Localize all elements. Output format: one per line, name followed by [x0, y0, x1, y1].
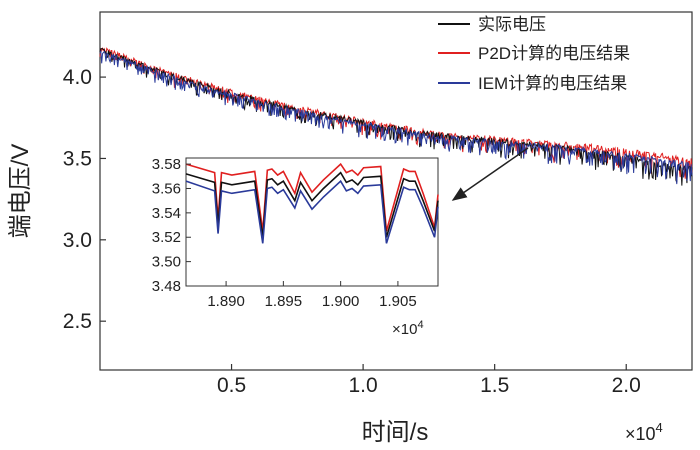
inset-series-line-0	[185, 171, 439, 238]
main-series-group	[99, 47, 693, 186]
inset-x-multiplier-exp: 4	[417, 319, 423, 331]
x-multiplier-exp: 4	[656, 420, 663, 435]
inset-y-tick-label: 3.54	[152, 205, 181, 222]
inset-y-tick-label: 3.58	[152, 156, 181, 173]
inset-series-line-2	[185, 179, 439, 244]
x-tick-label: 0.5	[217, 374, 246, 397]
inset-x-multiplier: ×104	[392, 319, 424, 338]
x-tick-label: 1.5	[480, 374, 509, 397]
inset-x-tick-label: 1.895	[265, 293, 303, 310]
inset-series-line-1	[185, 162, 439, 232]
inset-y-tick-label: 3.48	[152, 278, 181, 295]
inset-series-group	[185, 162, 439, 244]
inset-y-tick-label: 3.52	[152, 229, 181, 246]
legend-label-actual: 实际电压	[478, 15, 546, 34]
x-multiplier-label: ×104	[625, 420, 663, 444]
x-tick-label: 1.0	[349, 374, 378, 397]
inset-y-tick-label: 3.50	[152, 254, 181, 271]
inset-frame	[185, 157, 439, 287]
y-axis-title: 端电压/V	[7, 144, 34, 239]
legend: 实际电压 P2D计算的电压结果 IEM计算的电压结果	[438, 15, 630, 93]
series-line-2	[99, 49, 693, 185]
x-axis-title: 时间/s	[362, 419, 429, 446]
y-tick-label: 3.5	[63, 147, 92, 170]
inset-ticks-group: 1.890 1.895 1.900 1.905 3.48 3.50 3.52 3.54 3.56…	[152, 156, 417, 310]
y-tick-label: 2.5	[63, 310, 92, 333]
plot-frame	[99, 11, 693, 371]
legend-label-iem: IEM计算的电压结果	[478, 74, 627, 93]
inset-y-tick-label: 3.56	[152, 180, 181, 197]
y-tick-label: 3.0	[63, 229, 92, 252]
inset-x-tick-label: 1.900	[322, 293, 360, 310]
zoom-arrow	[451, 147, 529, 201]
inset-x-tick-label: 1.905	[379, 293, 417, 310]
y-tick-label: 4.0	[63, 66, 92, 89]
legend-label-p2d: P2D计算的电压结果	[478, 44, 630, 63]
x-tick-label: 2.0	[612, 374, 641, 397]
inset-x-tick-label: 1.890	[207, 293, 245, 310]
main-ticks-group: 0.5 1.0 1.5 2.0 2.5 3.0 3.5 4.0	[63, 66, 641, 397]
